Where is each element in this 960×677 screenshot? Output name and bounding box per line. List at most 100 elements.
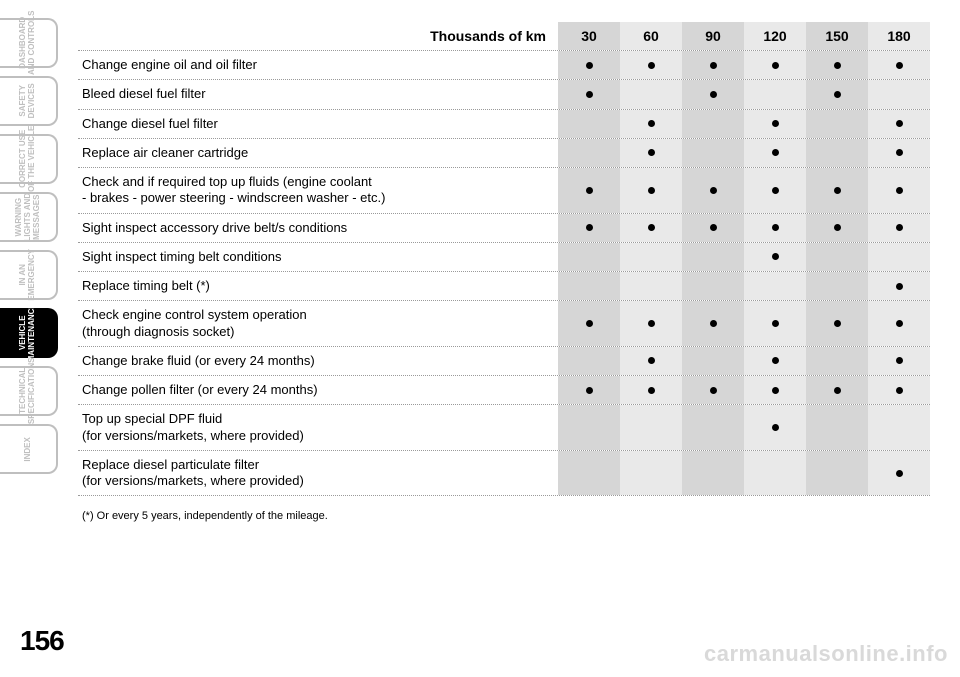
table-cell: [682, 51, 744, 79]
table-row: Top up special DPF fluid(for versions/ma…: [78, 405, 930, 451]
table-cell: [558, 51, 620, 79]
table-cell: [806, 272, 868, 300]
table-cell: [868, 405, 930, 450]
bullet-icon: [896, 320, 903, 327]
table-cell: [744, 347, 806, 375]
table-row: Change engine oil and oil filter: [78, 51, 930, 80]
bullet-icon: [772, 253, 779, 260]
table-cell: [620, 139, 682, 167]
table-cell: [620, 451, 682, 496]
bullet-icon: [896, 387, 903, 394]
table-cell: [806, 139, 868, 167]
table-header-col: 60: [620, 22, 682, 50]
bullet-icon: [896, 470, 903, 477]
table-row: Bleed diesel fuel filter: [78, 80, 930, 109]
watermark: carmanualsonline.info: [704, 641, 948, 667]
bullet-icon: [710, 320, 717, 327]
table-cell: [806, 451, 868, 496]
bullet-icon: [896, 357, 903, 364]
table-cell: [806, 214, 868, 242]
table-row-desc: Bleed diesel fuel filter: [78, 80, 558, 108]
sidebar-tab[interactable]: INDEX: [0, 424, 58, 474]
table-cell: [620, 214, 682, 242]
table-cell: [744, 272, 806, 300]
table-cell: [744, 139, 806, 167]
bullet-icon: [896, 120, 903, 127]
table-cell: [558, 301, 620, 346]
table-row: Replace air cleaner cartridge: [78, 139, 930, 168]
bullet-icon: [586, 224, 593, 231]
table-cell: [868, 347, 930, 375]
table-row: Check engine control system operation(th…: [78, 301, 930, 347]
table-cell: [682, 243, 744, 271]
table-cell: [620, 110, 682, 138]
table-body: Change engine oil and oil filterBleed di…: [78, 51, 930, 496]
bullet-icon: [834, 187, 841, 194]
bullet-icon: [772, 387, 779, 394]
table-cell: [744, 243, 806, 271]
main-content: Thousands of km 306090120150180 Change e…: [78, 22, 930, 522]
table-cell: [682, 214, 744, 242]
table-cell: [868, 110, 930, 138]
table-row: Change brake fluid (or every 24 months): [78, 347, 930, 376]
sidebar-tab[interactable]: TECHNICALSPECIFICATIONS: [0, 366, 58, 416]
table-row-desc: Check engine control system operation(th…: [78, 301, 558, 346]
table-cell: [620, 376, 682, 404]
bullet-icon: [896, 62, 903, 69]
bullet-icon: [834, 387, 841, 394]
table-cell: [558, 214, 620, 242]
bullet-icon: [710, 91, 717, 98]
table-cell: [806, 110, 868, 138]
table-cell: [868, 301, 930, 346]
table-header-label: Thousands of km: [78, 22, 558, 50]
table-cell: [806, 347, 868, 375]
table-cell: [558, 168, 620, 213]
table-cell: [744, 376, 806, 404]
table-row: Replace timing belt (*): [78, 272, 930, 301]
table-cell: [868, 168, 930, 213]
bullet-icon: [710, 187, 717, 194]
table-cell: [682, 405, 744, 450]
table-cell: [620, 301, 682, 346]
table-cell: [620, 168, 682, 213]
table-cell: [806, 301, 868, 346]
table-cell: [744, 214, 806, 242]
bullet-icon: [710, 224, 717, 231]
table-cell: [744, 405, 806, 450]
bullet-icon: [896, 187, 903, 194]
table-cell: [744, 80, 806, 108]
table-row-desc: Sight inspect timing belt conditions: [78, 243, 558, 271]
bullet-icon: [772, 224, 779, 231]
table-cell: [682, 110, 744, 138]
table-cell: [558, 80, 620, 108]
table-cell: [682, 139, 744, 167]
table-cell: [558, 139, 620, 167]
table-header-col: 180: [868, 22, 930, 50]
bullet-icon: [896, 224, 903, 231]
bullet-icon: [834, 91, 841, 98]
bullet-icon: [896, 283, 903, 290]
table-cell: [620, 243, 682, 271]
table-cell: [558, 243, 620, 271]
bullet-icon: [772, 187, 779, 194]
bullet-icon: [586, 320, 593, 327]
table-row-desc: Replace air cleaner cartridge: [78, 139, 558, 167]
bullet-icon: [772, 320, 779, 327]
table-header-col: 120: [744, 22, 806, 50]
table-row: Sight inspect timing belt conditions: [78, 243, 930, 272]
footnote: (*) Or every 5 years, independently of t…: [78, 496, 930, 522]
table-row: Change diesel fuel filter: [78, 110, 930, 139]
table-row-desc: Change brake fluid (or every 24 months): [78, 347, 558, 375]
table-cell: [744, 110, 806, 138]
bullet-icon: [834, 224, 841, 231]
sidebar-tabs: DASHBOARDAND CONTROLSSAFETYDEVICESCORREC…: [0, 18, 58, 482]
table-header-col: 90: [682, 22, 744, 50]
bullet-icon: [648, 387, 655, 394]
bullet-icon: [710, 62, 717, 69]
table-cell: [682, 451, 744, 496]
bullet-icon: [772, 357, 779, 364]
table-cell: [620, 405, 682, 450]
bullet-icon: [772, 424, 779, 431]
table-cell: [806, 51, 868, 79]
table-row-desc: Replace timing belt (*): [78, 272, 558, 300]
